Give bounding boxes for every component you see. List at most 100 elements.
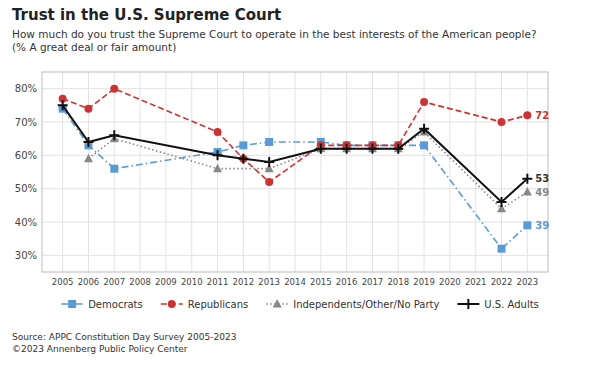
end-label: 72 <box>535 110 549 121</box>
end-label: 39 <box>535 220 549 231</box>
x-tick-label: 2013 <box>258 277 280 287</box>
series-marker <box>239 141 247 149</box>
y-tick-label: 50% <box>15 183 37 194</box>
series-marker <box>419 124 429 134</box>
series-line <box>63 89 528 182</box>
y-tick-label: 70% <box>15 117 37 128</box>
x-tick-label: 2005 <box>52 277 74 287</box>
x-tick-label: 2007 <box>103 277 125 287</box>
x-tick-label: 2018 <box>387 277 409 287</box>
series-marker <box>239 155 247 163</box>
x-tick-label: 2016 <box>336 277 358 287</box>
series-marker <box>214 128 222 136</box>
series-marker <box>110 165 118 173</box>
legend-item: Democrats <box>61 299 143 310</box>
title: Trust in the U.S. Supreme Court <box>12 6 281 24</box>
series-group <box>58 85 533 253</box>
x-grid-line <box>140 72 141 272</box>
series-marker <box>264 157 274 167</box>
series-marker <box>84 154 93 163</box>
x-tick-label: 2009 <box>155 277 177 287</box>
series-marker <box>265 138 273 146</box>
series <box>59 105 532 253</box>
series <box>84 127 532 212</box>
series-marker <box>523 221 531 229</box>
source-line: Source: APPC Constitution Day Survey 200… <box>12 332 236 342</box>
legend-marker <box>463 299 473 309</box>
subtitle: How much do you trust the Supreme Court … <box>12 28 536 53</box>
series-marker <box>523 111 531 119</box>
grid <box>42 72 548 272</box>
series-marker <box>109 130 119 140</box>
legend-marker <box>68 300 76 308</box>
subtitle-line: How much do you trust the Supreme Court … <box>12 28 536 40</box>
series-marker <box>498 118 506 126</box>
x-grid-line <box>398 72 399 272</box>
x-grid-line <box>501 72 502 272</box>
source: Source: APPC Constitution Day Survey 200… <box>12 332 236 354</box>
series <box>58 100 533 207</box>
series-marker <box>213 164 222 173</box>
series-marker <box>110 85 118 93</box>
series-marker <box>58 100 68 110</box>
legend-item: Independents/Other/No Party <box>266 299 439 310</box>
x-grid-line <box>449 72 450 272</box>
series-marker <box>265 178 273 186</box>
x-tick-label: 2015 <box>310 277 332 287</box>
x-tick-label: 2006 <box>78 277 100 287</box>
y-tick-label: 40% <box>15 217 37 228</box>
series-marker <box>213 150 223 160</box>
series-marker <box>420 98 428 106</box>
legend-label: Democrats <box>88 299 143 310</box>
x-tick-label: 2010 <box>181 277 203 287</box>
legend-item: Republicans <box>161 299 248 310</box>
series-line <box>63 109 528 249</box>
x-grid-line <box>475 72 476 272</box>
legend-marker <box>273 299 282 308</box>
y-tick-label: 30% <box>15 250 37 261</box>
x-grid-line <box>88 72 89 272</box>
legend-marker <box>168 300 176 308</box>
series-marker <box>522 174 532 184</box>
end-label: 53 <box>535 173 549 184</box>
x-tick-label: 2023 <box>517 277 539 287</box>
legend: Democrats Republicans Independents/Other/N… <box>61 299 539 310</box>
subtitle-line: (% A great deal or fair amount) <box>12 41 176 53</box>
series-marker <box>523 187 532 196</box>
series-marker <box>393 144 403 154</box>
x-grid-line <box>372 72 373 272</box>
x-tick-label: 2017 <box>362 277 384 287</box>
series-marker <box>316 144 326 154</box>
x-tick-label: 2011 <box>207 277 229 287</box>
series-marker <box>367 144 377 154</box>
x-tick-label: 2014 <box>284 277 306 287</box>
series-marker <box>498 245 506 253</box>
x-tick-label: 2008 <box>129 277 151 287</box>
x-grid-line <box>243 72 244 272</box>
legend-label: U.S. Adults <box>484 299 538 310</box>
end-label: 49 <box>535 187 549 198</box>
series-marker <box>83 137 93 147</box>
x-grid-line <box>527 72 528 272</box>
x-tick-label: 2021 <box>465 277 487 287</box>
series-line <box>63 105 528 202</box>
x-tick-label: 2012 <box>233 277 255 287</box>
series <box>59 85 532 186</box>
x-tick-label: 2020 <box>439 277 461 287</box>
series-marker <box>497 197 507 207</box>
x-grid-line <box>165 72 166 272</box>
legend-item: U.S. Adults <box>457 299 538 310</box>
x-grid-line <box>346 72 347 272</box>
chart: Trust in the U.S. Supreme Court How much … <box>0 0 600 375</box>
x-grid-line <box>295 72 296 272</box>
series-marker <box>342 144 352 154</box>
x-tick-label: 2019 <box>413 277 435 287</box>
x-grid-line <box>320 72 321 272</box>
y-tick-label: 60% <box>15 150 37 161</box>
x-grid-line <box>191 72 192 272</box>
x-tick-label: 2022 <box>491 277 513 287</box>
plot-frame <box>42 72 548 272</box>
source-line: ©2023 Annenberg Public Policy Center <box>12 344 188 354</box>
series-marker <box>420 141 428 149</box>
legend-label: Independents/Other/No Party <box>293 299 439 310</box>
